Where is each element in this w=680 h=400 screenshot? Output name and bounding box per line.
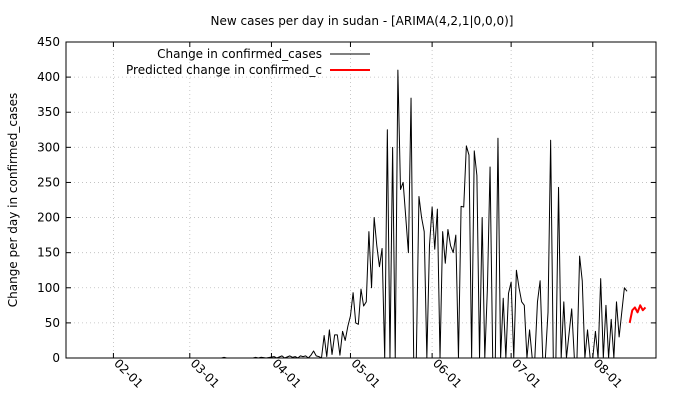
x-tick-label: 07-01 <box>509 356 544 391</box>
y-tick-label: 400 <box>37 70 60 84</box>
y-tick-label: 250 <box>37 175 60 189</box>
y-tick-label: 150 <box>37 246 60 260</box>
plot-area <box>87 69 647 359</box>
series-line-actual <box>87 69 628 359</box>
plot-frame <box>65 41 657 359</box>
y-tick-label: 200 <box>37 211 60 225</box>
chart-title: New cases per day in sudan - [ARIMA(4,2,… <box>211 14 514 28</box>
grid <box>66 42 656 358</box>
y-tick-label: 0 <box>52 351 60 365</box>
y-axis-label: Change per day in confirmed_cases <box>6 93 20 308</box>
legend: Change in confirmed_cases Predicted chang… <box>126 47 370 77</box>
y-tick-label: 300 <box>37 140 60 154</box>
y-tick-label: 450 <box>37 35 60 49</box>
x-tick-label: 03-01 <box>188 356 223 391</box>
y-tick-label: 100 <box>37 281 60 295</box>
x-tick-label: 08-01 <box>591 356 626 391</box>
y-tick-label: 350 <box>37 105 60 119</box>
legend-label: Change in confirmed_cases <box>157 47 322 61</box>
x-tick-label: 02-01 <box>111 356 146 391</box>
legend-label: Predicted change in confirmed_c <box>126 63 322 77</box>
y-tick-label: 50 <box>45 316 60 330</box>
x-tick-label: 06-01 <box>430 356 465 391</box>
series-line-predicted <box>628 304 647 324</box>
x-tick-label: 04-01 <box>269 356 304 391</box>
x-tick-label: 05-01 <box>348 356 383 391</box>
axis-ticks: 0 50 100 150 200 250 300 350 400 450 02-01 03-01 04-… <box>37 35 656 391</box>
